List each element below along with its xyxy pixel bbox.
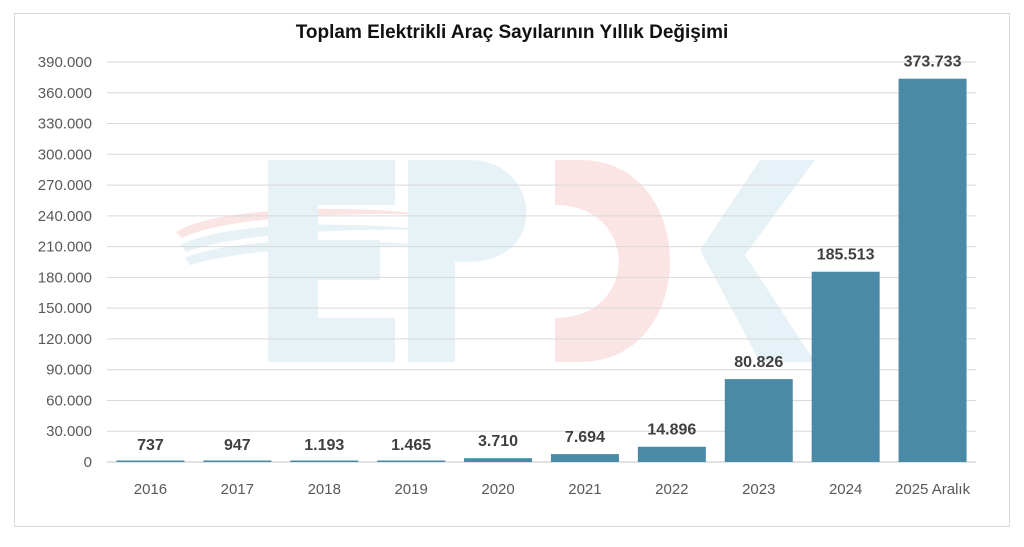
data-label: 185.513 (817, 247, 875, 264)
x-tick-label: 2020 (481, 481, 514, 498)
y-tick-label: 210.000 (38, 239, 92, 256)
y-tick-label: 300.000 (38, 146, 92, 163)
data-label: 947 (224, 437, 251, 454)
data-label: 373.733 (904, 54, 962, 71)
data-label: 1.465 (391, 437, 431, 454)
data-label: 80.826 (734, 354, 783, 371)
data-label: 7.694 (565, 429, 605, 446)
x-tick-label: 2021 (568, 481, 601, 498)
y-tick-label: 180.000 (38, 269, 92, 286)
x-tick-label: 2022 (655, 481, 688, 498)
data-label: 1.193 (304, 437, 344, 454)
data-label: 14.896 (647, 422, 696, 439)
bar (550, 454, 619, 462)
bar (116, 460, 185, 462)
bar (464, 458, 533, 462)
y-tick-label: 330.000 (38, 116, 92, 133)
bar (203, 460, 272, 462)
y-tick-label: 0 (84, 454, 92, 471)
x-tick-label: 2023 (742, 481, 775, 498)
y-tick-label: 270.000 (38, 177, 92, 194)
y-tick-label: 90.000 (46, 362, 92, 379)
bar (811, 271, 880, 462)
x-tick-label: 2017 (221, 481, 254, 498)
y-tick-label: 390.000 (38, 54, 92, 71)
bar (637, 446, 706, 462)
x-tick-label: 2025 Aralık (895, 481, 971, 498)
y-tick-label: 30.000 (46, 423, 92, 440)
bar (898, 78, 967, 462)
y-tick-label: 150.000 (38, 300, 92, 317)
y-tick-label: 60.000 (46, 392, 92, 409)
data-label: 737 (137, 437, 164, 454)
x-tick-label: 2016 (134, 481, 167, 498)
data-label: 3.710 (478, 433, 518, 450)
bar (377, 460, 446, 462)
x-tick-label: 2018 (308, 481, 341, 498)
y-tick-label: 360.000 (38, 85, 92, 102)
chart-title: Toplam Elektrikli Araç Sayılarının Yıllı… (295, 22, 729, 43)
y-tick-label: 120.000 (38, 331, 92, 348)
y-tick-label: 240.000 (38, 208, 92, 225)
x-tick-label: 2019 (394, 481, 427, 498)
x-tick-label: 2024 (829, 481, 862, 498)
epdk-watermark-logo (176, 160, 815, 362)
bar (290, 460, 359, 462)
bar (724, 379, 793, 462)
